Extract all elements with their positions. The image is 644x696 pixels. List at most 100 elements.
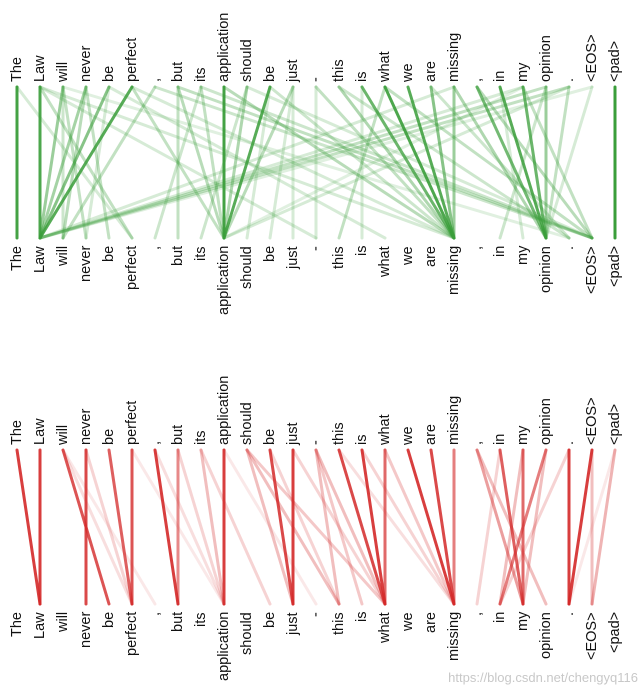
attention-edge — [38, 85, 134, 240]
token-text: application — [216, 12, 232, 82]
attention-edge — [268, 448, 341, 606]
token-text: The — [9, 246, 25, 271]
attention-edge — [406, 448, 456, 606]
token-text: my — [515, 425, 531, 445]
attention-edge — [38, 85, 111, 240]
attention-edge — [15, 448, 42, 606]
token-text: this — [331, 612, 347, 635]
token-text: are — [423, 246, 439, 267]
token-text: should — [239, 612, 255, 655]
token-text: just — [285, 612, 301, 635]
attention-edge — [61, 85, 571, 240]
token-text: what — [377, 246, 393, 277]
attention-edge — [314, 85, 456, 240]
token-text: we — [400, 63, 416, 82]
attention-edge — [452, 85, 548, 240]
attention-edge — [337, 85, 387, 240]
token-text: this — [331, 246, 347, 269]
token-text: . — [561, 440, 577, 445]
token-text: <EOS> — [584, 34, 600, 82]
attention-edge — [153, 448, 226, 606]
token-text: . — [561, 77, 577, 82]
attention-edge — [475, 85, 594, 240]
attention-edge — [498, 85, 525, 240]
token-text: just — [285, 246, 301, 269]
token-text: The — [9, 612, 25, 637]
token-text: application — [216, 375, 232, 445]
attention-edge — [153, 448, 180, 606]
token-text: never — [78, 45, 94, 82]
token-text: be — [262, 428, 278, 445]
attention-edge — [38, 85, 594, 240]
token-text: in — [492, 433, 508, 445]
attention-edge — [176, 85, 594, 240]
token-text: missing — [446, 395, 462, 445]
token-text: <EOS> — [584, 246, 600, 294]
attention-edge — [38, 85, 571, 240]
token-text: just — [285, 59, 301, 82]
attention-edge — [61, 85, 88, 240]
attention-edge — [38, 85, 525, 240]
token-text: <pad> — [607, 40, 623, 82]
token-text: opinion — [538, 35, 554, 82]
token-text: , — [147, 611, 163, 616]
attention-edge — [199, 85, 226, 240]
token-text: its — [193, 612, 209, 628]
attention-edge — [199, 85, 249, 240]
token-text: - — [308, 246, 324, 251]
attention-edge — [314, 448, 341, 606]
attention-edge — [291, 448, 387, 606]
token-text: The — [9, 420, 25, 445]
attention-edge — [360, 448, 456, 606]
attention-edge — [222, 85, 571, 240]
attention-edge — [84, 448, 134, 606]
attention-edge — [406, 85, 456, 240]
token-text: perfect — [124, 400, 140, 445]
token-text: Law — [32, 418, 48, 445]
attention-edge — [199, 448, 272, 606]
token-text: are — [423, 61, 439, 82]
token-text: is — [354, 434, 370, 445]
attention-edge — [475, 448, 502, 606]
token-text: never — [78, 611, 94, 648]
token-text: should — [239, 39, 255, 82]
attention-edge — [268, 85, 456, 240]
attention-edge — [176, 85, 226, 240]
attention-edge — [314, 448, 387, 606]
token-text: my — [515, 611, 531, 631]
attention-edge — [498, 85, 548, 240]
attention-edge — [245, 448, 387, 606]
token-text: opinion — [538, 398, 554, 445]
token-text: but — [170, 245, 186, 266]
token-text: - — [308, 77, 324, 82]
token-text: , — [469, 77, 485, 82]
token-text: are — [423, 424, 439, 445]
attention-edge — [337, 448, 387, 606]
attention-edge — [130, 448, 226, 606]
attention-edge — [107, 448, 134, 606]
token-text: perfect — [124, 245, 140, 290]
attention-edge — [567, 448, 594, 606]
token-text: what — [377, 612, 393, 643]
token-text: but — [170, 611, 186, 632]
token-text: we — [400, 246, 416, 265]
token-text: The — [9, 57, 25, 82]
attention-edge — [337, 85, 571, 240]
token-text: are — [423, 612, 439, 633]
token-text: its — [193, 430, 209, 446]
token-text: will — [55, 424, 71, 445]
attention-edge — [314, 448, 364, 606]
attention-edge — [38, 85, 548, 240]
watermark-text: https://blog.csdn.net/chengyq116 — [448, 670, 638, 685]
attention-edge — [245, 85, 272, 240]
token-text: <EOS> — [584, 612, 600, 660]
token-text: , — [469, 611, 485, 616]
attention-edge — [38, 85, 65, 240]
attention-edge — [337, 448, 456, 606]
token-text: application — [216, 245, 232, 315]
token-text: be — [101, 611, 117, 628]
attention-edge — [383, 85, 594, 240]
attention-edge — [38, 85, 318, 240]
